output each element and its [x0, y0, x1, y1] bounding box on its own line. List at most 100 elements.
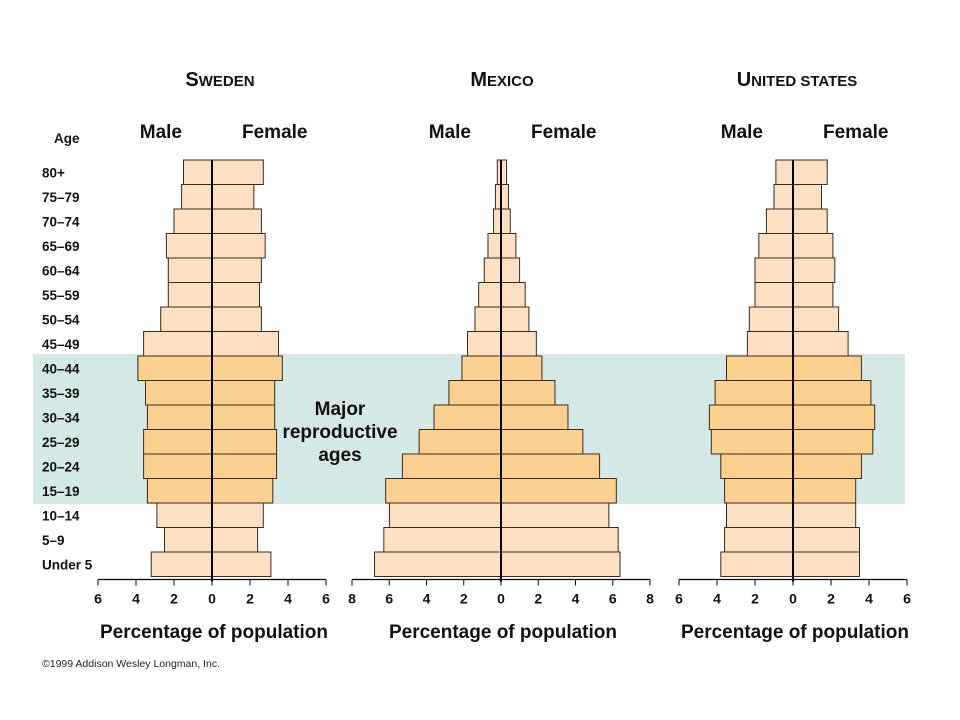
female-bar: [500, 502, 610, 528]
pyramid-panel: MEXICO Male Female 8 6 4 2 0 2 4 6 8 Percentage of p…: [348, 69, 654, 643]
age-label: 30–34: [42, 410, 80, 425]
copyright-credit: ©1999 Addison Wesley Longman, Inc.: [42, 658, 220, 670]
tick-label: 2: [170, 591, 178, 607]
male-bar: [164, 527, 213, 553]
age-label: 20–24: [42, 459, 80, 474]
male-bar: [724, 527, 794, 553]
male-bar: [746, 331, 794, 357]
female-bar: [792, 282, 834, 308]
male-bar: [418, 429, 502, 455]
female-bar: [500, 478, 617, 504]
male-bar: [726, 502, 794, 528]
tick-label: 0: [208, 591, 216, 607]
female-bar: [500, 429, 584, 455]
female-bar: [211, 502, 264, 528]
female-bar: [792, 257, 836, 283]
tick-label: 6: [385, 591, 393, 607]
age-label: 60–64: [42, 263, 80, 278]
female-bar: [211, 453, 278, 479]
female-bar: [500, 233, 517, 259]
male-bar: [167, 257, 213, 283]
male-bar: [433, 404, 502, 430]
female-bar: [792, 159, 828, 185]
tick-label: 2: [246, 591, 254, 607]
male-bar: [385, 478, 502, 504]
male-bar: [765, 208, 794, 234]
tick-label: 8: [646, 591, 654, 607]
female-bar: [500, 208, 511, 234]
age-label: 65–69: [42, 239, 80, 254]
male-bar: [165, 233, 213, 259]
tick-label: 4: [423, 591, 431, 607]
female-bar: [792, 208, 828, 234]
age-label: 55–59: [42, 288, 80, 303]
male-bar: [478, 282, 502, 308]
female-bar: [211, 551, 272, 577]
female-bar: [211, 159, 264, 185]
male-bar: [388, 502, 502, 528]
female-bar: [500, 355, 543, 381]
tick-label: 4: [572, 591, 580, 607]
male-bar: [461, 355, 502, 381]
tick-label: 4: [865, 591, 873, 607]
female-bar: [792, 355, 862, 381]
female-bar: [792, 184, 822, 210]
age-label: 25–29: [42, 435, 80, 450]
tick-label: 2: [534, 591, 542, 607]
male-bar: [720, 453, 794, 479]
tick-label: 2: [751, 591, 759, 607]
tick-label: 4: [132, 591, 140, 607]
annotation-line: reproductive: [282, 422, 397, 443]
female-bar: [211, 208, 262, 234]
age-label: 75–79: [42, 190, 80, 205]
female-label: Female: [242, 122, 307, 143]
male-bar: [474, 306, 502, 332]
age-label: 70–74: [42, 214, 80, 229]
male-bar: [748, 306, 794, 332]
male-bar: [493, 208, 502, 234]
male-bar: [374, 551, 502, 577]
male-bar: [150, 551, 213, 577]
age-label: Under 5: [42, 557, 93, 572]
age-labels: 80+ 75–79 70–74 65–69 60–64 55–59 50–54 45–49 40…: [42, 165, 93, 572]
annotation-line: Major: [315, 399, 366, 420]
tick-label: 2: [460, 591, 468, 607]
annotation-line: ages: [318, 445, 361, 466]
pyramid-panel: UNITED STATES Male Female 6 4 2 0 2 4 6 Percentage…: [675, 69, 911, 643]
male-bar: [758, 233, 794, 259]
female-bar: [792, 502, 857, 528]
tick-label: 4: [713, 591, 721, 607]
age-label: 10–14: [42, 508, 80, 523]
x-axis-label: Percentage of population: [100, 622, 328, 643]
female-bar: [500, 306, 530, 332]
pyramid-panels: SWEDEN Male Female 6 4 2 0 2 4 6 Percentage of pop…: [94, 69, 911, 643]
male-bar: [487, 233, 502, 259]
female-bar: [211, 527, 259, 553]
female-bar: [211, 355, 283, 381]
panel-title: SWEDEN: [185, 69, 254, 91]
female-bar: [792, 551, 860, 577]
male-bar: [167, 282, 213, 308]
female-bar: [211, 282, 260, 308]
male-label: Male: [429, 122, 471, 143]
male-bar: [708, 404, 794, 430]
age-axis-label: Age: [54, 131, 80, 146]
tick-label: 0: [789, 591, 797, 607]
female-bar: [792, 306, 840, 332]
female-bar: [211, 404, 276, 430]
male-bar: [145, 380, 213, 406]
female-bar: [500, 527, 619, 553]
male-bar: [160, 306, 213, 332]
male-bar: [467, 331, 502, 357]
age-label: 50–54: [42, 312, 80, 327]
male-bar: [726, 355, 794, 381]
tick-label: 0: [497, 591, 505, 607]
female-bar: [211, 429, 278, 455]
female-bar: [792, 404, 876, 430]
pyramid-panel: SWEDEN Male Female 6 4 2 0 2 4 6 Percentage of pop…: [94, 69, 330, 643]
male-bar: [448, 380, 502, 406]
female-bar: [792, 233, 834, 259]
female-bar: [211, 233, 266, 259]
